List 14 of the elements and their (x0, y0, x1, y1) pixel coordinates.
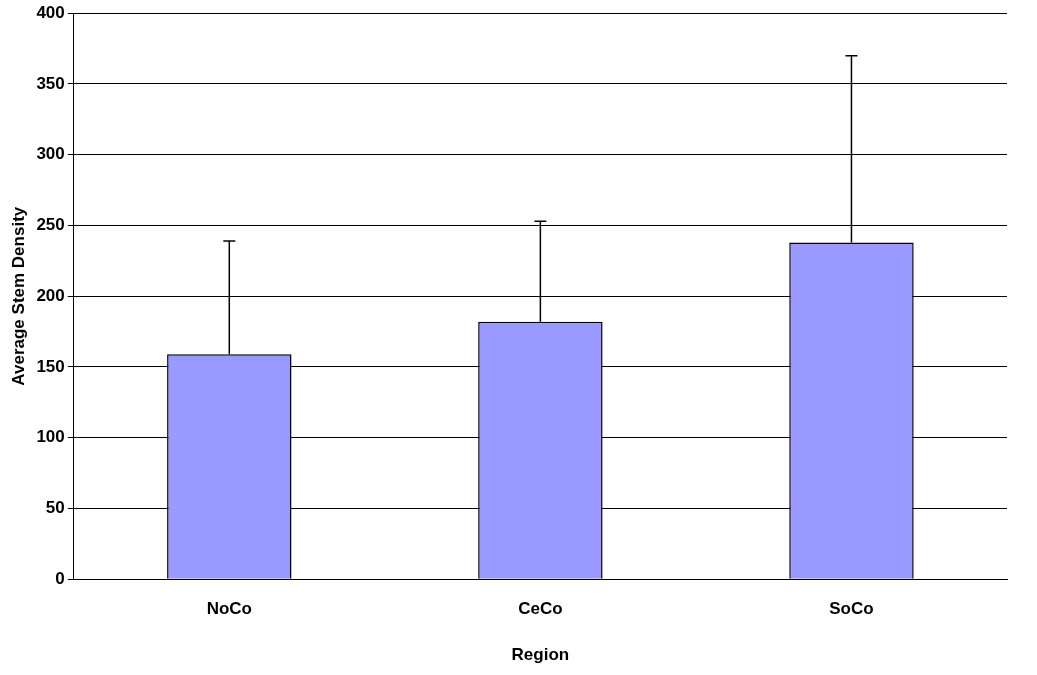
x-tick-label: NoCo (206, 599, 252, 619)
y-tick-label: 200 (36, 285, 65, 305)
y-tick-label: 100 (36, 427, 65, 447)
y-tick-label: 50 (45, 498, 65, 518)
y-tick-label: 0 (55, 568, 65, 588)
y-tick-label: 250 (36, 215, 65, 235)
x-axis-title: Region (511, 645, 570, 665)
y-tick-label: 300 (36, 144, 65, 164)
x-tick-label: SoCo (829, 599, 874, 619)
y-axis-title: Average Stem Density (8, 206, 28, 386)
y-tick-label: 150 (36, 356, 65, 376)
y-tick-label: 400 (36, 2, 65, 22)
x-tick-label: CeCo (518, 599, 563, 619)
y-tick-label: 350 (36, 73, 65, 93)
